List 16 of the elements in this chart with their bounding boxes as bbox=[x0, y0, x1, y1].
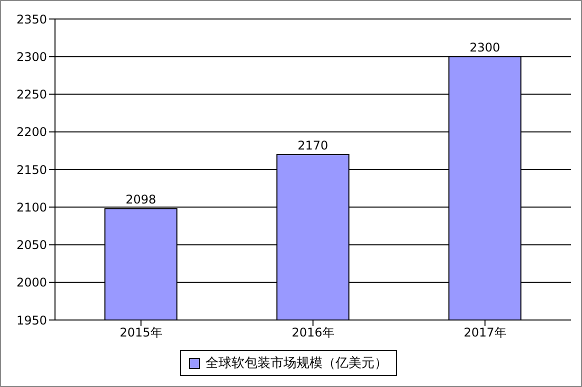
x-tick-label: 2017年 bbox=[464, 326, 506, 340]
data-label: 2300 bbox=[470, 40, 500, 55]
data-label: 2170 bbox=[298, 138, 328, 152]
y-tick-label: 2050 bbox=[16, 238, 47, 252]
y-tick-label: 1950 bbox=[16, 313, 47, 328]
y-tick-label: 2300 bbox=[16, 50, 47, 64]
y-tick-label: 2100 bbox=[16, 200, 47, 214]
y-tick-label: 2150 bbox=[16, 162, 47, 177]
y-tick-label: 2350 bbox=[16, 12, 47, 26]
data-label: 2098 bbox=[126, 192, 156, 207]
x-tick-label: 2016年 bbox=[292, 326, 334, 340]
y-tick-label: 2250 bbox=[16, 88, 47, 102]
y-tick-label: 2000 bbox=[16, 276, 47, 290]
y-tick-label: 2200 bbox=[16, 125, 47, 140]
x-tick-label: 2015年 bbox=[120, 326, 162, 340]
legend-label: 全球软包装市场规模（亿美元） bbox=[204, 355, 388, 372]
